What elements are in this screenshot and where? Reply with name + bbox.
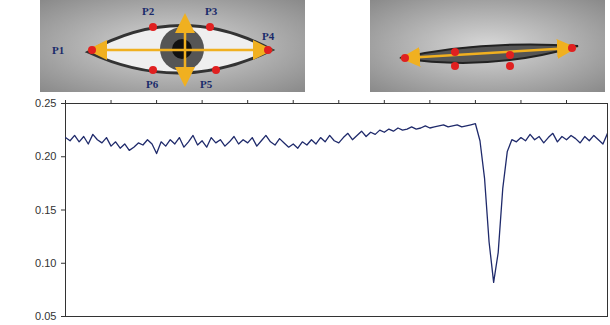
svg-text:P3: P3 [205, 5, 218, 17]
svg-text:0.05: 0.05 [35, 310, 56, 322]
svg-text:P2: P2 [142, 5, 155, 17]
svg-text:0.20: 0.20 [35, 150, 56, 162]
svg-text:0.15: 0.15 [35, 204, 56, 216]
svg-text:P4: P4 [262, 30, 275, 42]
svg-text:P5: P5 [200, 78, 213, 90]
svg-text:P6: P6 [146, 78, 159, 90]
svg-text:0.25: 0.25 [35, 97, 56, 109]
svg-text:P1: P1 [52, 44, 64, 56]
svg-text:0.10: 0.10 [35, 257, 56, 269]
